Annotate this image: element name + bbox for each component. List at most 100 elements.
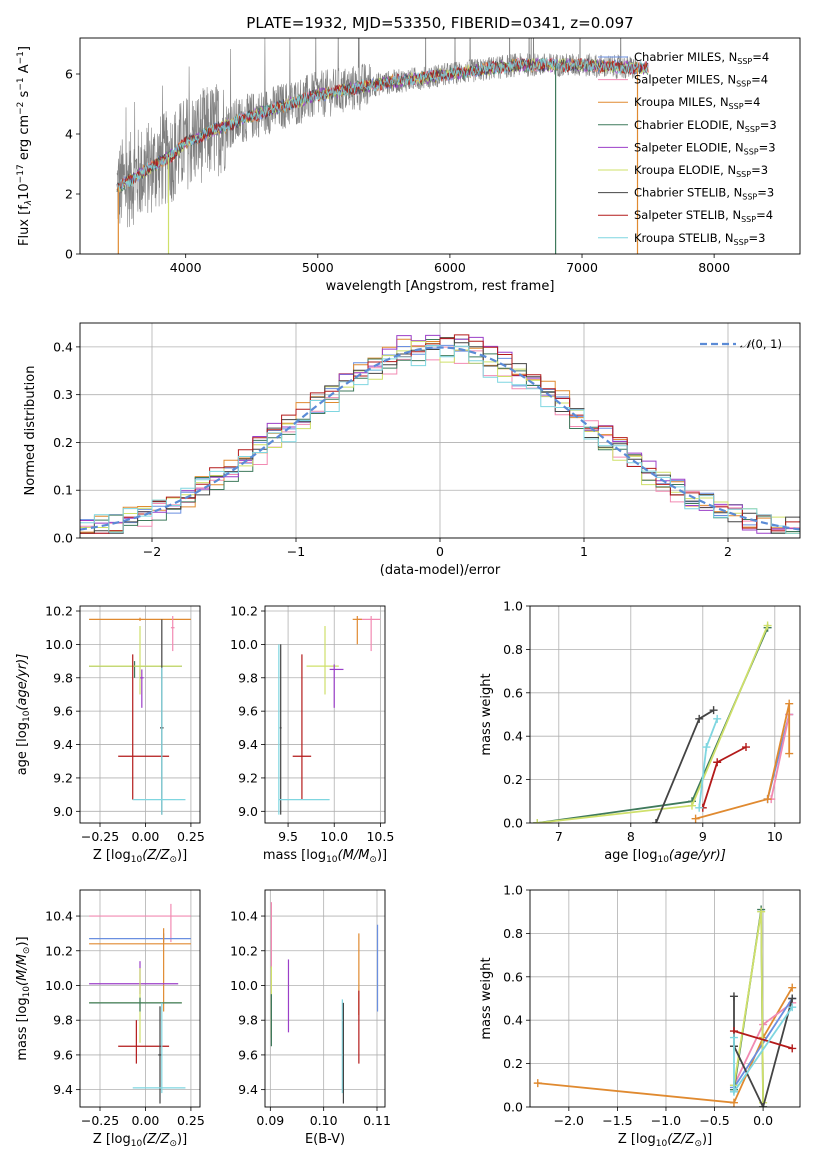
plot-area xyxy=(265,606,385,823)
plot-area xyxy=(116,38,649,254)
weight-line-chabrier-elodie xyxy=(537,627,769,823)
y-tick-label: 10.2 xyxy=(45,943,73,958)
weight-marker xyxy=(785,699,794,708)
x-axis-label-part: Z [log xyxy=(93,848,131,863)
x-tick-label: 0.09 xyxy=(256,1113,284,1128)
weight-marker xyxy=(688,801,696,810)
residual-legend: 𝒩(0, 1) xyxy=(700,337,782,351)
y-axis-label-part: Normed distribution xyxy=(23,366,38,496)
x-axis-label: mass [log10(M/M⊙)] xyxy=(263,848,387,865)
y-tick-label: 1.0 xyxy=(503,883,523,898)
weight-marker xyxy=(788,1044,797,1053)
x-axis-label: age [log10(age/yr)] xyxy=(604,848,726,865)
weight-marker xyxy=(695,714,704,723)
y-tick-label: 0 xyxy=(65,247,73,262)
x-tick-label: 0.25 xyxy=(177,829,205,844)
plot-area xyxy=(530,606,800,823)
x-tick-label: 1 xyxy=(580,544,588,559)
legend-label-sub: SSP xyxy=(745,125,760,134)
legend-label: Salpeter STELIB, NSSP=4 xyxy=(634,208,773,224)
axes-frame xyxy=(529,605,801,824)
legend-label-name: Kroupa MILES, N xyxy=(634,95,729,109)
y-tick-label: 9.4 xyxy=(238,1082,258,1097)
weight-marker xyxy=(729,1098,738,1107)
x-tick-label: 0.11 xyxy=(363,1113,391,1128)
x-axis-label-part: Z [log xyxy=(93,1132,131,1147)
weight-marker xyxy=(533,819,542,823)
y-tick-label: 9.8 xyxy=(238,1013,258,1028)
x-tick-label: 6000 xyxy=(434,260,466,275)
weight-marker xyxy=(709,706,718,715)
x-tick-label: −2.0 xyxy=(554,1113,584,1128)
y-axis-label-part: λ xyxy=(24,200,34,206)
y-axis-label-part: mass weight xyxy=(479,957,494,1039)
legend-label: Chabrier ELODIE, NSSP=3 xyxy=(634,118,777,134)
weight-marker xyxy=(713,714,722,723)
y-axis-label-part: 10 xyxy=(22,986,32,998)
x-axis-label-part: age [log xyxy=(604,848,657,863)
legend-label-name: Kroupa STELIB, N xyxy=(634,231,734,245)
legend-label-name: Salpeter STELIB, N xyxy=(634,208,741,222)
x-axis-label-part: ⊙ xyxy=(369,855,377,865)
y-tick-label: 10.2 xyxy=(45,604,73,619)
y-tick-label: 9.8 xyxy=(53,1013,73,1028)
x-axis-label: Z [log10(Z/Z⊙)] xyxy=(93,848,187,865)
x-tick-label: 0.00 xyxy=(132,1113,160,1128)
weight-marker xyxy=(533,1079,542,1088)
x-tick-label: 9 xyxy=(699,829,707,844)
weight-line-kroupa-elodie xyxy=(537,625,769,823)
legend-label-sub: SSP xyxy=(741,215,756,224)
panel-mass-vs-EBV: 0.09 0.10 0.11 9.4 9.6 9.8 10.0 10.2 10.4 E(B-V) xyxy=(230,889,391,1147)
y-tick-label: 9.6 xyxy=(53,704,73,719)
x-tick-label: −1.0 xyxy=(651,1113,681,1128)
y-axis-label: age [log10(age/yr)] xyxy=(15,654,32,776)
legend-label-name: Salpeter ELODIE, N xyxy=(634,140,744,154)
plot-area xyxy=(80,323,800,538)
axes-frame xyxy=(79,37,801,255)
weight-line-kroupa-elodie xyxy=(733,911,764,1103)
x-axis-label: Z [log10(Z/Z⊙)] xyxy=(93,1132,187,1149)
model-spectrum-salpeter-stelib xyxy=(116,58,649,191)
legend-label-count: =4 xyxy=(751,73,768,87)
y-axis-label-part: A xyxy=(17,64,32,77)
y-axis-label: Normed distribution xyxy=(23,366,38,496)
legend-label-count: =3 xyxy=(759,140,776,154)
x-axis-label-part: (Z/Z xyxy=(142,1132,170,1147)
y-axis-label-part: (M/M xyxy=(15,954,30,986)
y-axis-label: mass weight xyxy=(479,957,494,1039)
y-axis-label-part: 10 xyxy=(22,710,32,722)
legend-label-count: =4 xyxy=(744,95,761,109)
y-tick-label: 0.0 xyxy=(53,531,73,546)
y-tick-label: 9.4 xyxy=(53,1082,73,1097)
x-axis-label: (data-model)/error xyxy=(380,563,501,578)
legend-label-name: Chabrier STELIB, N xyxy=(634,186,742,200)
panel-mass-weight-vs-Z: −2.0 −1.5 −1.0 −0.5 0.0 0.0 0.2 0.4 0.6 0.8 1.0 Z [… xyxy=(479,883,801,1149)
x-tick-label: −0.25 xyxy=(81,829,119,844)
y-axis-label-part: −2 xyxy=(16,102,26,115)
legend-label: 𝒩(0, 1) xyxy=(740,337,782,351)
legend-label-count: =3 xyxy=(760,118,777,132)
x-tick-label: 5000 xyxy=(302,260,334,275)
weight-marker xyxy=(759,1103,768,1107)
y-tick-label: 9.8 xyxy=(53,670,73,685)
x-tick-label: 8 xyxy=(627,829,635,844)
x-axis-label-part: 10 xyxy=(131,855,143,865)
legend-label-sub: SSP xyxy=(737,57,752,66)
y-axis-label-part: s xyxy=(17,90,32,101)
x-axis-label-part: )] xyxy=(377,848,387,863)
y-tick-label: 0.3 xyxy=(53,387,73,402)
legend-label-count: =4 xyxy=(752,50,769,64)
x-tick-label: 8000 xyxy=(698,260,730,275)
legend-label: Kroupa ELODIE, NSSP=3 xyxy=(634,163,768,179)
x-tick-label: 10 xyxy=(767,829,783,844)
x-axis-label-part: ⊙ xyxy=(169,1139,177,1149)
legend-label-count: =3 xyxy=(757,186,774,200)
weight-marker xyxy=(763,795,772,804)
legend-label-sub: SSP xyxy=(729,102,744,111)
x-axis-label-part: (Z/Z xyxy=(142,848,170,863)
y-tick-label: 10.2 xyxy=(230,604,258,619)
x-tick-label: 0.00 xyxy=(132,829,160,844)
y-axis-label-part: −17 xyxy=(16,164,26,183)
x-tick-label: 10.5 xyxy=(366,829,394,844)
y-axis-label-part: −1 xyxy=(16,51,26,64)
